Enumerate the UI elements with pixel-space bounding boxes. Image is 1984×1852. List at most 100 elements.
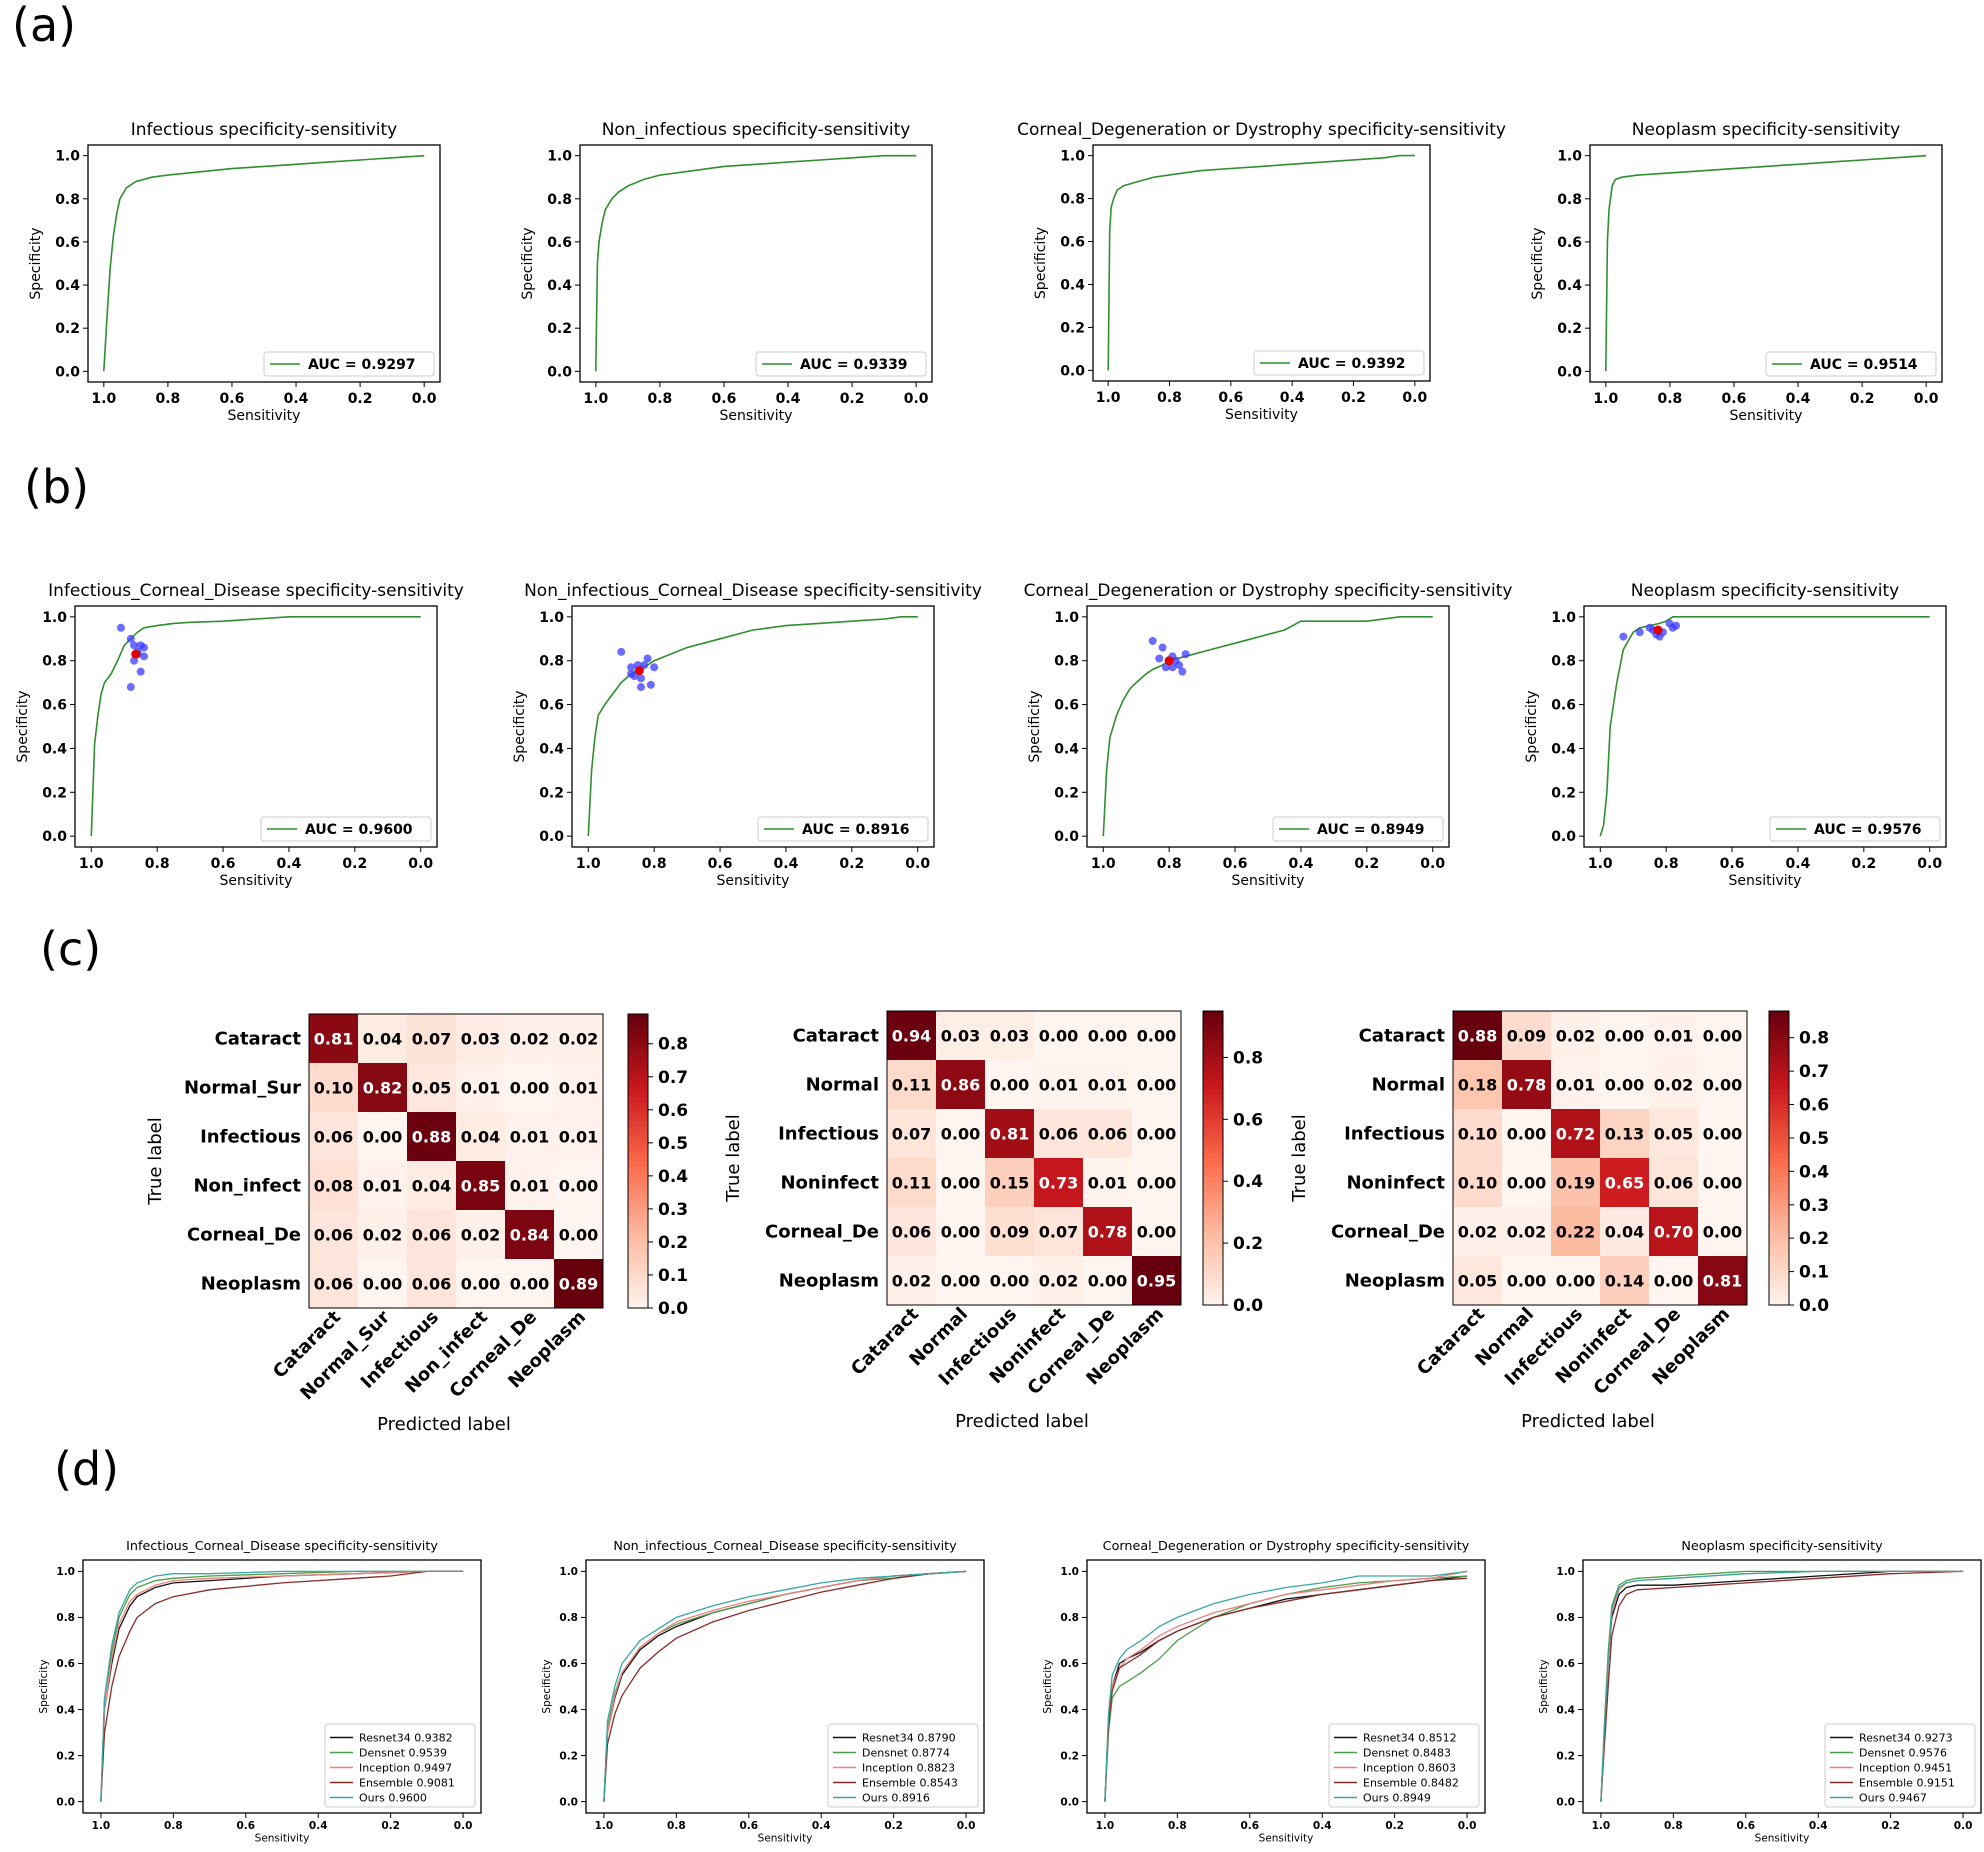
c2-colorbar-segment — [1203, 1045, 1223, 1051]
c3-colorbar-segment — [1769, 1290, 1789, 1296]
b2-ytick-label: 1.0 — [539, 610, 564, 626]
c3-cell — [1600, 1256, 1649, 1305]
c1-colorbar-segment — [628, 1175, 648, 1182]
c1-cell-value: 0.06 — [412, 1275, 451, 1294]
a3-xtick-label: 0.2 — [1341, 390, 1366, 406]
c1-cell — [554, 1210, 603, 1259]
c2-row-label: Neoplasm — [779, 1271, 879, 1292]
a4-title: Neoplasm specificity-sensitivity — [1632, 120, 1900, 140]
b1-xtick-label: 0.6 — [211, 856, 236, 872]
a3-title: Corneal_Degeneration or Dystrophy specif… — [1017, 120, 1506, 140]
c1-colorbar-segment — [628, 1263, 648, 1270]
c3-cell — [1698, 1207, 1747, 1256]
b4-mean-point — [1653, 625, 1663, 635]
c3-cell-value: 0.00 — [1703, 1174, 1742, 1193]
c2-colorbar-segment — [1203, 1177, 1223, 1184]
c2-row-label: Normal — [806, 1075, 879, 1096]
c2-cell-value: 0.00 — [990, 1076, 1029, 1095]
b1-ytick-label: 0.8 — [42, 654, 67, 670]
a1-series-line-0 — [103, 154, 425, 372]
d1-legend-label-0: Resnet34 0.9382 — [359, 1732, 453, 1745]
c1-colorbar-segment — [628, 1298, 648, 1304]
c3-colorbar-segment — [1769, 1148, 1789, 1154]
c1-colorbar-segment — [628, 1038, 648, 1044]
d3-ytick-label: 1.0 — [1060, 1566, 1079, 1578]
b2-xtick-label: 1.0 — [576, 856, 601, 872]
a3-ytick-label: 0.0 — [1060, 363, 1085, 379]
c1-colorbar-segment — [628, 1229, 648, 1236]
c2-row-label: Infectious — [778, 1124, 879, 1145]
a2-ytick-label: 1.0 — [547, 149, 572, 165]
c3-colorbar-segment — [1769, 1045, 1789, 1051]
c3-colorbar-segment — [1769, 1226, 1789, 1233]
b4-operating-point — [1619, 632, 1628, 641]
a4-xtick-label: 1.0 — [1593, 391, 1618, 407]
c2-cell-value: 0.94 — [892, 1027, 931, 1046]
a2-ytick-label: 0.0 — [547, 364, 572, 380]
c2-colorbar-segment — [1203, 1020, 1223, 1027]
c3-colorbar-segment — [1769, 1300, 1789, 1306]
d2-legend-label-1: Densnet 0.8774 — [862, 1747, 950, 1760]
b1-ytick-label: 0.4 — [42, 741, 67, 757]
c3-colorbar-segment — [1769, 1260, 1789, 1267]
c3-colorbar-label: 0.2 — [1799, 1229, 1829, 1249]
c2-colorbar-segment — [1203, 1084, 1223, 1090]
b2-operating-point — [627, 669, 636, 678]
c1-cell-value: 0.00 — [510, 1079, 549, 1098]
d1-legend-label-2: Inception 0.9497 — [359, 1762, 452, 1775]
c3-colorbar-segment — [1769, 1172, 1789, 1179]
c2-colorbar-label: 0.8 — [1233, 1048, 1263, 1068]
c2-cell — [1034, 1011, 1083, 1060]
d2-ytick-label: 0.6 — [559, 1658, 578, 1670]
c2-colorbar-segment — [1203, 1226, 1223, 1233]
c1-colorbar-segment — [628, 1058, 648, 1064]
d4-xtick-label: 0.2 — [1881, 1820, 1900, 1832]
a1-ytick-label: 0.0 — [55, 364, 80, 380]
c1-colorbar-segment — [628, 1043, 648, 1049]
c1-cell-value: 0.04 — [412, 1177, 451, 1196]
c1-colorbar-segment — [628, 1146, 648, 1152]
d3-xlabel: Sensitivity — [1259, 1833, 1314, 1845]
c1-cell-value: 0.81 — [314, 1030, 353, 1049]
c1-cell-value: 0.01 — [363, 1177, 402, 1196]
a2-series-line-0 — [595, 154, 917, 372]
a1-xtick-label: 0.0 — [412, 391, 437, 407]
b2-xtick-label: 0.8 — [642, 856, 667, 872]
b4-ytick-label: 0.0 — [1551, 829, 1576, 845]
c1-cell — [505, 1014, 554, 1063]
c1-cell — [554, 1112, 603, 1161]
d1-legend-label-3: Ensemble 0.9081 — [359, 1777, 455, 1790]
c2-cell-value: 0.00 — [1137, 1027, 1176, 1046]
c2-colorbar-segment — [1203, 1030, 1223, 1037]
c2-row-label: Corneal_De — [765, 1222, 879, 1243]
c3-colorbar-segment — [1769, 1074, 1789, 1081]
b3-operating-point — [1168, 663, 1177, 672]
c1-cell — [358, 1210, 407, 1259]
a3-legend-label: AUC = 0.9392 — [1298, 356, 1406, 372]
a4-ytick-label: 0.4 — [1557, 278, 1582, 294]
c1-colorbar-segment — [628, 1234, 648, 1240]
b3-ytick-label: 0.8 — [1054, 654, 1079, 670]
d4-ytick-label: 0.2 — [1556, 1750, 1575, 1762]
panel-label-a: (a) — [12, 0, 77, 52]
d1-ytick-label: 1.0 — [56, 1566, 75, 1578]
c1-colorbar-segment — [628, 1190, 648, 1196]
b4-xtick-label: 0.6 — [1720, 856, 1745, 872]
a2-xtick-label: 0.4 — [776, 391, 801, 407]
a2-xtick-label: 0.8 — [647, 391, 672, 407]
b2-ytick-label: 0.4 — [539, 741, 564, 757]
a3-ytick-label: 0.8 — [1060, 192, 1085, 208]
c3-cell-value: 0.02 — [1556, 1027, 1595, 1046]
c2-colorbar-segment — [1203, 1300, 1223, 1306]
c3-cell-value: 0.05 — [1458, 1272, 1497, 1291]
c1-colorbar-segment — [628, 1180, 648, 1187]
c2-cell — [1034, 1207, 1083, 1256]
c2-cell-value: 0.01 — [1039, 1076, 1078, 1095]
b2-operating-point — [636, 674, 645, 683]
c2-cell-value: 0.00 — [1137, 1223, 1176, 1242]
b3-xtick-label: 0.0 — [1420, 856, 1445, 872]
c2-colorbar-segment — [1203, 1221, 1223, 1228]
b1-title: Infectious_Corneal_Disease specificity-s… — [48, 581, 464, 601]
c1-cell-value: 0.06 — [412, 1226, 451, 1245]
